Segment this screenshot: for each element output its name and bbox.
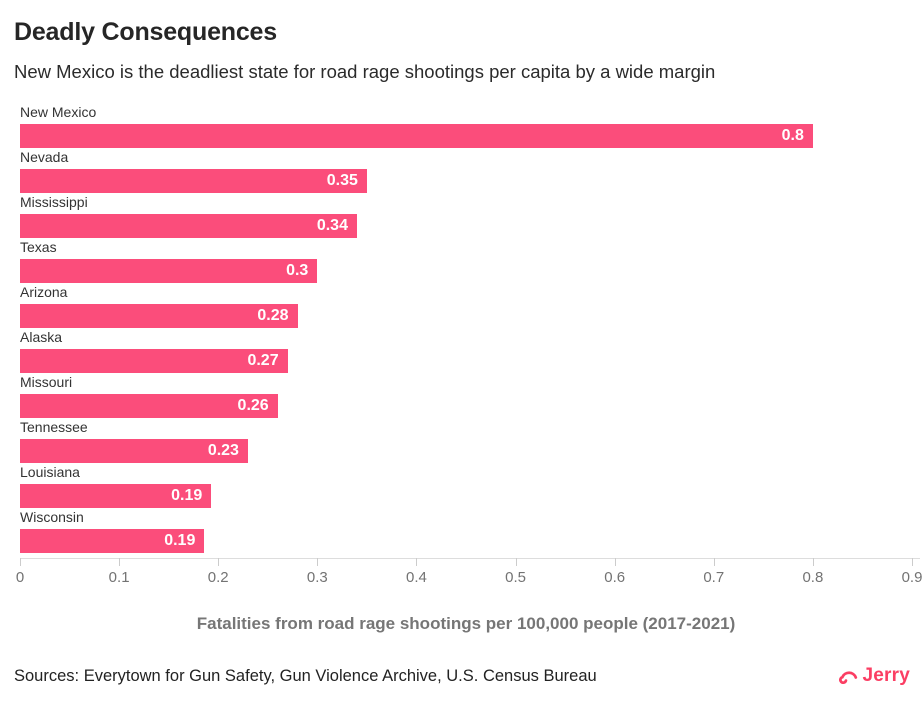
x-axis-tick xyxy=(119,558,121,566)
bar-row: Wisconsin 0.19 xyxy=(20,509,912,554)
bar-category-label: Tennessee xyxy=(20,419,88,435)
bar: 0.23 xyxy=(20,439,248,463)
bar-category-label: Louisiana xyxy=(20,464,80,480)
x-axis-tick xyxy=(614,558,616,566)
bar-value-label: 0.28 xyxy=(257,307,289,324)
brand-name: Jerry xyxy=(862,665,910,686)
x-axis-tick xyxy=(416,558,418,566)
x-axis-tick xyxy=(20,558,21,566)
x-axis-tick xyxy=(812,558,814,566)
bar-track: 0.8 xyxy=(20,124,912,148)
bar-track: 0.23 xyxy=(20,439,912,463)
bar-track: 0.34 xyxy=(20,214,912,238)
x-axis-tick xyxy=(218,558,220,566)
x-axis-line xyxy=(20,558,920,559)
bar: 0.34 xyxy=(20,214,357,238)
bar: 0.26 xyxy=(20,394,278,418)
bar-row: Arizona 0.28 xyxy=(20,284,912,329)
bar-chart: New Mexico 0.8 Nevada 0.35 Mississippi 0… xyxy=(16,104,923,588)
x-axis-tick-label: 0.3 xyxy=(306,569,328,586)
bar-track: 0.27 xyxy=(20,349,912,373)
x-axis-tick-label: 0.7 xyxy=(703,569,725,586)
bar: 0.27 xyxy=(20,349,288,373)
bar-category-label: Missouri xyxy=(20,374,73,390)
x-axis-title: Fatalities from road rage shootings per … xyxy=(196,614,736,633)
bar-track: 0.26 xyxy=(20,394,912,418)
page-title: Deadly Consequences xyxy=(14,18,277,46)
x-axis-tick-label: 0.1 xyxy=(108,569,130,586)
bar-row: New Mexico 0.8 xyxy=(20,104,912,149)
bar-value-label: 0.27 xyxy=(247,352,279,369)
bar-value-label: 0.19 xyxy=(164,532,196,549)
bar-category-label: New Mexico xyxy=(20,104,97,120)
bar-value-label: 0.35 xyxy=(326,172,358,189)
bar: 0.35 xyxy=(20,169,367,193)
bar-track: 0.19 xyxy=(20,529,912,553)
bar-row: Missouri 0.26 xyxy=(20,374,912,419)
bar-row: Tennessee 0.23 xyxy=(20,419,912,464)
bar: 0.19 xyxy=(20,484,212,508)
bar-value-label: 0.8 xyxy=(781,127,804,144)
x-axis-tick-label: 0.4 xyxy=(406,569,427,586)
x-axis-tick xyxy=(515,558,517,566)
bar-track: 0.28 xyxy=(20,304,912,328)
x-axis-tick xyxy=(713,558,715,566)
x-axis-tick xyxy=(912,558,913,566)
bar-track: 0.19 xyxy=(20,484,912,508)
bar-value-label: 0.34 xyxy=(316,217,348,234)
bar: 0.3 xyxy=(20,259,318,283)
bar-row: Nevada 0.35 xyxy=(20,149,912,194)
x-axis-tick-label: 0.6 xyxy=(604,569,626,586)
bar-row: Alaska 0.27 xyxy=(20,329,912,374)
jerry-swirl-icon xyxy=(838,668,860,684)
x-axis-tick xyxy=(317,558,319,566)
bar-rows: New Mexico 0.8 Nevada 0.35 Mississippi 0… xyxy=(20,104,912,554)
bar-category-label: Arizona xyxy=(20,284,68,300)
bar-track: 0.3 xyxy=(20,259,912,283)
bar-category-label: Texas xyxy=(20,239,57,255)
x-axis-tick-label: 0.8 xyxy=(802,569,824,586)
footer: Sources: Everytown for Gun Safety, Gun V… xyxy=(14,665,912,687)
x-axis-tick-label: 0.9 xyxy=(901,569,923,586)
x-axis-tick-label: 0.2 xyxy=(207,569,229,586)
bar-category-label: Wisconsin xyxy=(20,509,84,525)
x-axis-tick-label: 0 xyxy=(15,569,25,586)
bar: 0.8 xyxy=(20,124,813,148)
bar: 0.19 xyxy=(20,529,205,553)
brand-logo: Jerry xyxy=(838,665,911,687)
bar-value-label: 0.3 xyxy=(286,262,309,279)
bar-category-label: Nevada xyxy=(20,149,69,165)
sources-text: Sources: Everytown for Gun Safety, Gun V… xyxy=(14,666,597,685)
x-axis: 0 0.1 0.2 0.3 0.4 0.5 0.6 0.7 0.8 0.9 xyxy=(16,558,922,588)
bar-value-label: 0.19 xyxy=(171,487,203,504)
bar-category-label: Alaska xyxy=(20,329,63,345)
bar-row: Texas 0.3 xyxy=(20,239,912,284)
bar-value-label: 0.26 xyxy=(237,397,269,414)
bar-category-label: Mississippi xyxy=(20,194,88,210)
chart-subtitle: New Mexico is the deadliest state for ro… xyxy=(14,61,716,82)
bar: 0.28 xyxy=(20,304,298,328)
bar-row: Louisiana 0.19 xyxy=(20,464,912,509)
bar-track: 0.35 xyxy=(20,169,912,193)
bar-row: Mississippi 0.34 xyxy=(20,194,912,239)
bar-value-label: 0.23 xyxy=(207,442,239,459)
x-axis-tick-label: 0.5 xyxy=(505,569,526,586)
